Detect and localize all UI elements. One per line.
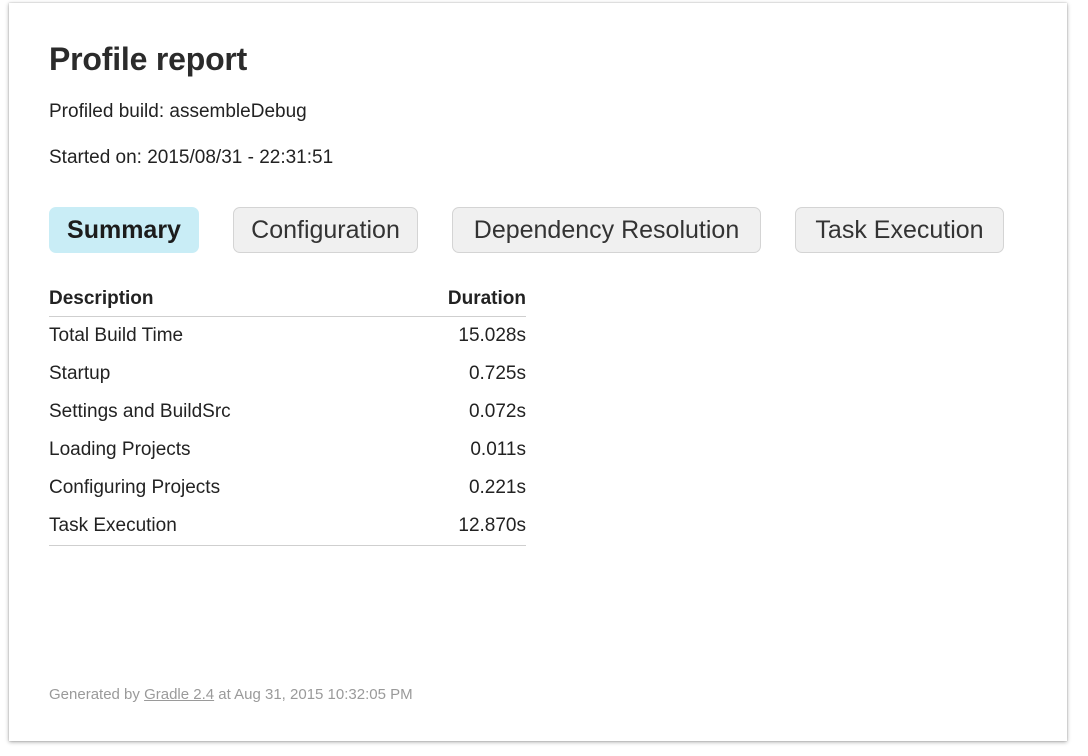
column-header-duration: Duration [382,288,526,317]
row-duration: 0.072s [468,401,526,422]
row-duration: 15.028s [458,325,526,346]
summary-table: Description Duration Total Build Time 15… [49,288,526,546]
footer-prefix: Generated by [49,686,145,703]
started-on: Started on: 2015/08/31 - 22:31:51 [49,147,334,168]
table-row: Startup 0.725s [49,355,526,393]
tab-dependency-resolution[interactable]: Dependency Resolution [452,207,761,253]
row-duration: 0.011s [470,439,526,460]
row-duration: 12.870s [382,507,526,546]
table-row: Loading Projects 0.011s [49,431,526,469]
row-description: Settings and BuildSrc [49,401,231,422]
row-description: Configuring Projects [49,477,221,498]
row-description: Total Build Time [49,325,184,346]
row-description: Startup [49,363,111,384]
table-row: Configuring Projects 0.221s [49,469,526,507]
tab-configuration[interactable]: Configuration [233,207,418,253]
row-duration: 0.725s [468,363,526,384]
row-duration: 0.221s [468,477,526,498]
gradle-version-link[interactable]: Gradle 2.4 [144,686,215,703]
tab-summary[interactable]: Summary [49,207,199,253]
profiled-build: Profiled build: assembleDebug [49,101,307,122]
row-description: Loading Projects [49,439,191,460]
report-page: Profile report Profiled build: assembleD… [9,3,1067,741]
row-description: Task Execution [49,507,383,546]
table-row: Task Execution 12.870s [49,507,526,546]
table-row: Settings and BuildSrc 0.072s [49,393,526,431]
tab-task-execution[interactable]: Task Execution [795,207,1004,253]
footer-timestamp: at Aug 31, 2015 10:32:05 PM [214,686,413,703]
table-row: Total Build Time 15.028s [49,317,526,356]
column-header-description: Description [49,288,383,317]
table-header-row: Description Duration [49,288,526,317]
footer: Generated by Gradle 2.4 at Aug 31, 2015 … [49,686,413,703]
page-title: Profile report [49,41,248,77]
